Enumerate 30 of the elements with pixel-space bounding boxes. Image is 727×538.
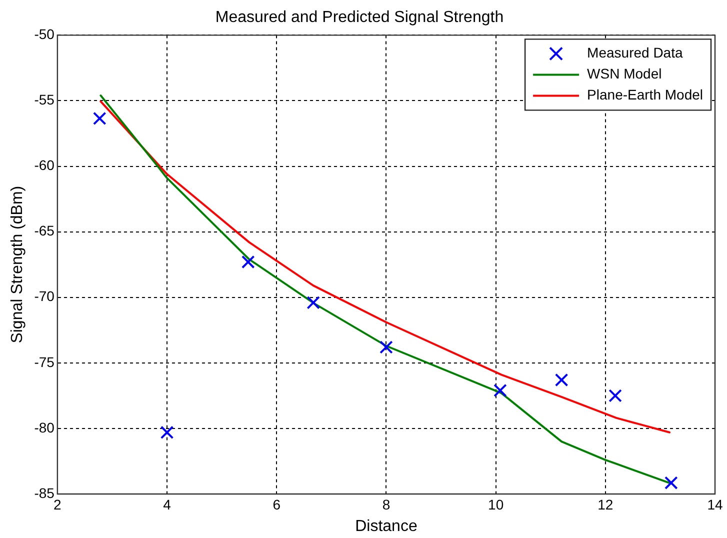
point <box>306 296 320 310</box>
x-tick-label: 12 <box>598 496 614 512</box>
legend-label: Measured Data <box>587 44 683 61</box>
x-axis-title: Distance <box>355 518 418 535</box>
x-tick-label: 6 <box>272 496 281 512</box>
x-tick-label: 14 <box>707 496 723 512</box>
y-axis-title: Signal Strength (dBm) <box>9 186 26 344</box>
legend-label: Plane-Earth Model <box>587 86 703 103</box>
x-tick-label: 10 <box>488 496 504 512</box>
point <box>494 384 507 398</box>
y-tick-label: -85 <box>34 484 55 501</box>
y-tick-label: -80 <box>34 419 55 436</box>
x-tick-label: 4 <box>163 496 172 512</box>
y-tick-label: -50 <box>34 26 55 42</box>
x-tick-label: 2 <box>54 496 62 512</box>
point <box>160 426 174 440</box>
y-tick-label: -65 <box>34 222 55 239</box>
legend-label: WSN Model <box>587 66 662 82</box>
y-tick-label: -70 <box>34 288 55 304</box>
point <box>241 255 255 269</box>
point <box>554 373 568 387</box>
y-tick-label: -75 <box>34 354 55 370</box>
point <box>608 389 622 402</box>
y-tick-label: -60 <box>34 157 55 174</box>
point <box>92 112 106 126</box>
chart-title: Measured and Predicted Signal Strength <box>215 9 504 26</box>
point <box>380 340 393 354</box>
x-tick-label: 8 <box>382 496 390 512</box>
point <box>664 476 678 490</box>
y-tick-label: -55 <box>34 92 55 108</box>
